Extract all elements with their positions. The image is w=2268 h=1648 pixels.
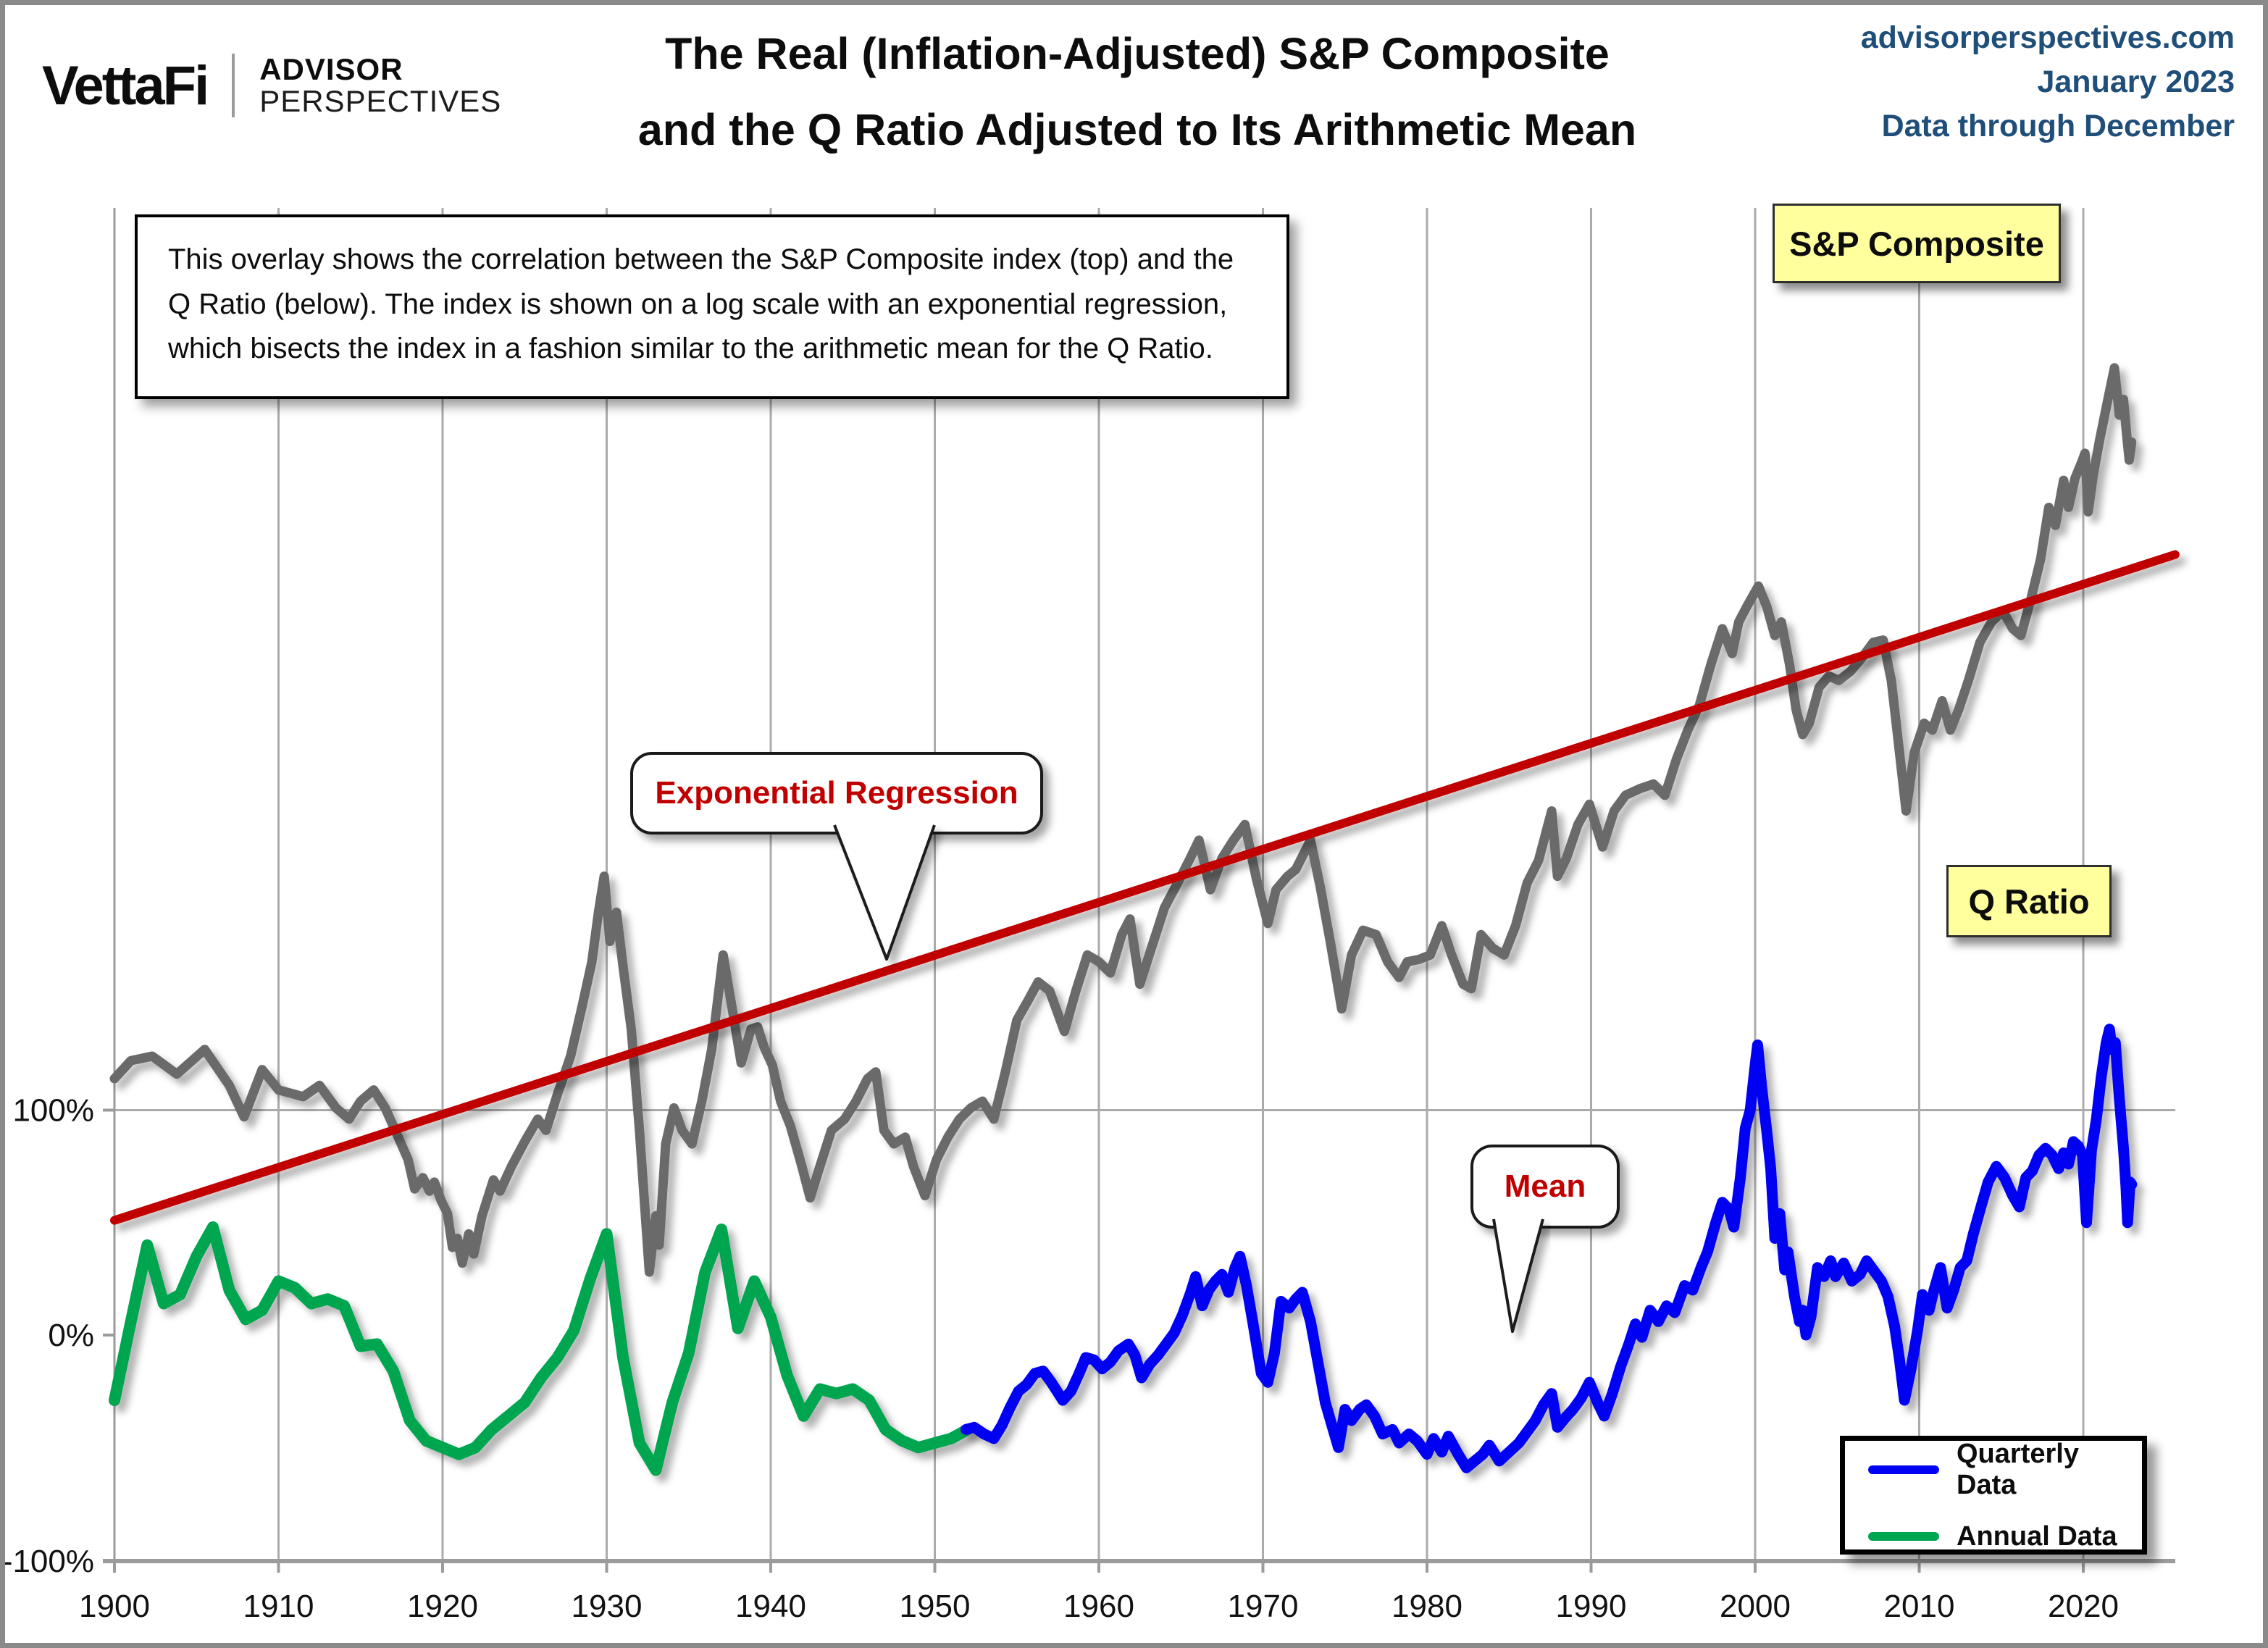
legend: Quarterly Data Annual Data [1840, 1436, 2147, 1555]
legend-swatch [1868, 1532, 1939, 1541]
y-tick-label: -100% [2, 1544, 94, 1579]
y-tick-label: 100% [12, 1093, 94, 1129]
mean-callout: Mean [1470, 1145, 1620, 1229]
logo-perspectives-text: PERSPECTIVES [259, 84, 502, 118]
legend-label: Annual Data [1957, 1521, 2117, 1552]
x-tick-label: 2000 [1720, 1589, 1791, 1624]
source-info: advisorperspectives.com January 2023 Dat… [1861, 16, 2235, 149]
advisor-perspectives-wordmark: ADVISOR PERSPECTIVES [259, 54, 501, 117]
annual-data-line [109, 1221, 974, 1476]
legend-label: Quarterly Data [1957, 1438, 2079, 1500]
legend-swatch [1868, 1465, 1939, 1474]
logo-divider [232, 54, 235, 117]
source-month: January 2023 [2037, 64, 2235, 100]
x-tick-label: 1950 [900, 1589, 971, 1624]
quarterly-data-line [961, 1024, 2138, 1473]
x-tick-label: 1970 [1228, 1589, 1299, 1624]
source-data-through: Data through December [1881, 109, 2235, 144]
source-site: advisorperspectives.com [1860, 20, 2235, 55]
q-ratio-label: Q Ratio [1946, 865, 2112, 937]
x-tick-label: 1910 [243, 1589, 314, 1624]
chart-title: The Real (Inflation-Adjusted) S&P Compos… [518, 16, 1757, 168]
sp-composite-label: S&P Composite [1773, 204, 2061, 283]
sp-composite-line [109, 363, 2137, 1277]
vettafi-advisor-perspectives-logo: VettaFi ADVISOR PERSPECTIVES [42, 54, 501, 117]
x-tick-label: 1900 [79, 1589, 150, 1624]
exponential-regression-callout: Exponential Regression [630, 752, 1043, 835]
logo-advisor-text: ADVISOR [259, 52, 403, 87]
chart-title-line2: and the Q Ratio Adjusted to Its Arithmet… [637, 104, 1637, 154]
x-tick-label: 2020 [2048, 1589, 2119, 1624]
chart-series [109, 363, 2180, 1476]
x-tick-label: 1920 [407, 1589, 478, 1624]
x-tick-label: 1990 [1556, 1589, 1627, 1624]
description-box: This overlay shows the correlation betwe… [135, 214, 1289, 399]
exponential-regression-line [110, 550, 2180, 1225]
x-tick-label: 1930 [572, 1589, 643, 1624]
chart-title-line1: The Real (Inflation-Adjusted) S&P Compos… [665, 29, 1610, 78]
legend-row: Annual Data [1868, 1521, 2142, 1552]
x-tick-label: 1940 [735, 1589, 806, 1624]
x-tick-label: 1960 [1063, 1589, 1134, 1624]
vettafi-logo: VettaFi [42, 54, 209, 117]
legend-row: Quarterly Data [1868, 1439, 2142, 1501]
x-tick-label: 2010 [1884, 1589, 1955, 1624]
y-tick-label: 0% [48, 1318, 94, 1353]
axis-labels: 1900 1910 1920 1930 1940 1950 1960 1970 1980 1990… [2, 1093, 2119, 1625]
x-tick-label: 1980 [1392, 1589, 1463, 1624]
